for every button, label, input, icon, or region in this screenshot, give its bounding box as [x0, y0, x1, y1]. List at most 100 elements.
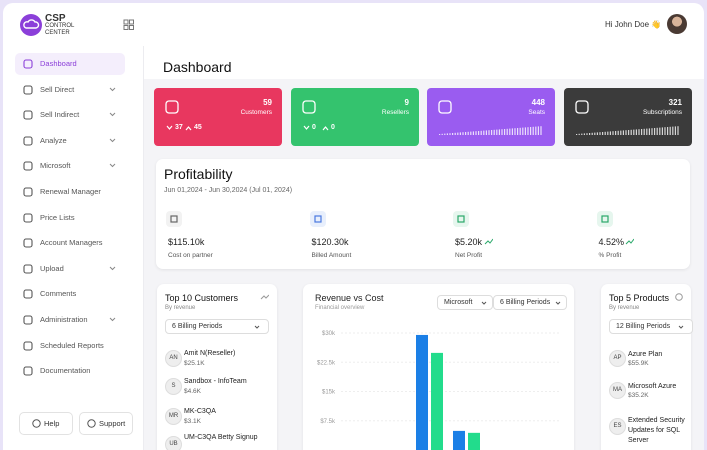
nav-icon	[23, 213, 33, 223]
page-header	[144, 46, 704, 79]
stat-down: 0	[312, 124, 316, 131]
nav-icon	[23, 187, 33, 197]
logo-text: CSP CONTROL CENTER	[45, 14, 74, 37]
row-initials: UB	[165, 436, 182, 450]
bar	[431, 352, 443, 450]
nav-item[interactable]: Upload	[40, 263, 64, 273]
nav-item[interactable]: Sell Direct	[40, 84, 75, 94]
nav-item[interactable]: Price Lists	[40, 212, 75, 222]
greeting: Hi John Doe 👋	[605, 20, 662, 29]
nav-icon	[23, 59, 33, 69]
chart-subtitle: Financial overview	[315, 305, 365, 311]
stat-card: 9 Resellers 0 0	[291, 88, 419, 146]
row-name: MK-C3QA	[184, 408, 216, 415]
nav-icon	[23, 315, 33, 325]
chevron	[555, 301, 561, 305]
row-name: Microsoft Azure	[628, 383, 677, 390]
chart-filter[interactable]: Microsoft	[437, 295, 493, 310]
y-tick-label: $30k	[322, 331, 336, 337]
avatar[interactable]	[667, 14, 687, 34]
row-initials: S	[165, 378, 182, 395]
profit-title: Profitability	[164, 166, 233, 182]
nav-item[interactable]: Renewal Manager	[40, 187, 101, 196]
logo-line: CSP	[45, 13, 66, 24]
metric-label: Net Profit	[455, 252, 483, 259]
metric-value: 4.52%	[598, 237, 625, 247]
nav-item[interactable]: Documentation	[40, 366, 91, 376]
y-tick-label: $7.5k	[320, 419, 336, 425]
chevron	[109, 87, 116, 91]
trend-icon	[484, 238, 493, 245]
stat-value: 448	[531, 98, 545, 107]
stat-up: 45	[194, 124, 202, 131]
row-name: Extended Security Updates for SQL Server	[628, 417, 685, 444]
stat-icon	[575, 100, 589, 114]
nav-icon	[23, 161, 33, 171]
down-arrow	[166, 125, 173, 130]
filter-select[interactable]: 12 Billing Periods	[609, 319, 693, 334]
chart-title: Revenue vs Cost	[315, 293, 384, 303]
stat-label: Resellers	[381, 109, 409, 116]
row-name: Amit N(Reseller)	[184, 350, 236, 357]
button-icon	[32, 419, 41, 428]
active-bg	[15, 53, 125, 75]
nav-icon	[23, 264, 33, 274]
stat-down: 37	[175, 124, 183, 131]
row-initials: MR	[165, 408, 182, 425]
nav-item[interactable]: Dashboard	[40, 59, 77, 68]
row-name: UM-C3QA Betty Signup	[184, 434, 258, 441]
info-icon	[675, 293, 683, 301]
bar	[453, 430, 465, 450]
row-revenue: $35.2K	[628, 392, 649, 399]
metric-label: % Profit	[598, 252, 622, 259]
stat-value: 321	[668, 98, 682, 107]
chevron	[109, 164, 116, 168]
metric-glyph	[600, 215, 609, 223]
stat-value: 59	[263, 98, 272, 107]
trend-icon	[625, 238, 634, 245]
nav-icon	[23, 341, 33, 351]
footer-button[interactable]: Help	[19, 412, 73, 435]
down-arrow	[303, 125, 310, 130]
logo-line: CENTER	[45, 30, 70, 36]
row-name: Sandbox - InfoTeam	[184, 378, 247, 385]
chevron	[678, 325, 684, 329]
bar	[468, 432, 480, 450]
stat-card: 59 Customers 37 45	[154, 88, 282, 146]
stat-up: 0	[331, 124, 335, 131]
stat-icon	[165, 100, 179, 114]
stat-icon	[302, 100, 316, 114]
chart: $7.5k $15k $22.5k $30k	[317, 331, 561, 450]
metric-label: Billed Amount	[311, 252, 352, 259]
nav-item[interactable]: Analyze	[40, 135, 67, 145]
y-tick-label: $22.5k	[317, 360, 336, 366]
top_products-card: Top 5 Products By revenue 12 Billing Perio…	[601, 284, 693, 450]
stat-card: 448 Seats	[427, 88, 555, 146]
row-initials: MA	[609, 382, 626, 399]
menu-toggle[interactable]	[123, 19, 134, 30]
chart-card: Revenue vs Cost Financial overview Microso…	[303, 284, 574, 450]
card-title: Top 5 Products	[609, 293, 670, 303]
nav-item[interactable]: Sell Indirect	[40, 110, 80, 120]
nav-icon	[23, 136, 33, 146]
nav-icon	[23, 289, 33, 299]
page-title: Dashboard	[163, 59, 232, 75]
footer-button[interactable]: Support	[79, 412, 133, 435]
filter-select[interactable]: 6 Billing Periods	[165, 319, 269, 334]
nav-item[interactable]: Microsoft	[40, 161, 71, 171]
main: Dashboard 59 Customers 37 45 9 Resellers 0 0 448 S…	[143, 46, 704, 450]
bar	[416, 334, 428, 450]
button-label: Help	[44, 419, 60, 428]
nav-item[interactable]: Scheduled Reports	[40, 340, 104, 350]
profit-date: Jun 01,2024 - Jun 30,2024 (Jul 01, 2024)	[164, 187, 293, 194]
metric-icon	[309, 211, 326, 227]
chart-filter[interactable]: 6 Billing Periods	[493, 295, 567, 310]
nav-item[interactable]: Account Managers	[40, 238, 103, 248]
up-arrow	[322, 126, 329, 131]
row-initials: AN	[165, 350, 182, 367]
nav-item[interactable]: Administration	[40, 315, 88, 324]
metric-icon	[596, 211, 613, 227]
nav-item[interactable]: Comments	[40, 289, 77, 299]
stat-card: 321 Subscriptions	[564, 88, 692, 146]
